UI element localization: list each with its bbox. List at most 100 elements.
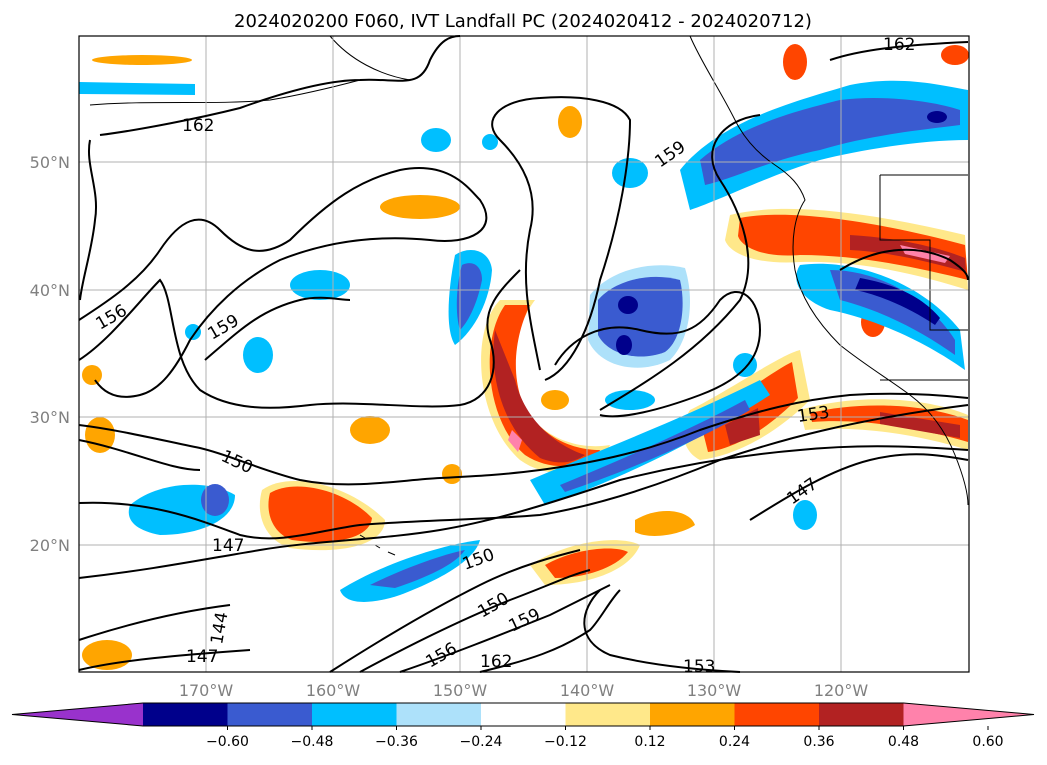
- contour-159-b: [204, 296, 351, 361]
- colorbar-tick-label: −0.24: [460, 734, 503, 750]
- contour-center-loop: [491, 96, 632, 381]
- contour-label-5: 153: [796, 403, 831, 427]
- colorbar-outline: [11, 702, 1035, 727]
- lon-label-150w: 150°W: [433, 681, 488, 700]
- shade-neg-20: [243, 337, 273, 373]
- map-panel: 162 162 159 156 159 153 150 147 147 150 …: [78, 35, 970, 677]
- colorbar-tick-label: 0.48: [888, 734, 919, 750]
- colorbar-segment: [143, 703, 228, 726]
- lon-label-120w: 120°W: [814, 681, 869, 700]
- lon-label-170w: 170°W: [179, 681, 234, 700]
- colorbar-segment: [312, 703, 397, 726]
- colorbar-tick-label: 0.36: [803, 734, 834, 750]
- shade-neg-4: [616, 335, 632, 355]
- contour-159-a: [78, 167, 488, 398]
- contour-153: [78, 404, 969, 540]
- contour-150-west: [78, 439, 201, 471]
- shade-pos-28: [541, 390, 569, 410]
- contour-150-south: [329, 549, 581, 673]
- colorbar-segment: [565, 703, 650, 726]
- shade-pos-19: [635, 510, 695, 536]
- contour-label-1: 162: [182, 116, 214, 136]
- shade-pos-20: [380, 195, 460, 219]
- shade-neg-9: [700, 98, 960, 185]
- map-frame: [78, 35, 970, 673]
- shade-pos-25: [783, 44, 807, 80]
- contour-label-16: 153: [683, 657, 715, 677]
- gridlines: [79, 36, 969, 672]
- contour-label-15: 162: [480, 652, 512, 672]
- colorbar-segment: [734, 703, 819, 726]
- colorbar-tick-label: −0.60: [206, 734, 249, 750]
- shade-neg-21: [421, 128, 451, 152]
- contour-159-ne: [599, 114, 761, 411]
- shade-neg-28: [605, 390, 655, 410]
- colorbar: −0.60 −0.48 −0.36 −0.24 −0.12 0.12 0.24 0.36 0.4…: [11, 702, 1035, 750]
- contour-150: [78, 392, 969, 486]
- shade-neg-2: [598, 276, 683, 357]
- colorbar-tick-label: −0.36: [375, 734, 418, 750]
- shade-pos-24: [558, 106, 582, 138]
- colorbar-segment: [819, 703, 904, 726]
- shade-neg-22: [482, 134, 498, 150]
- shade-neg-16: [370, 550, 465, 588]
- contour-153-se: [583, 589, 741, 673]
- lat-label-20n: 20°N: [30, 536, 70, 555]
- colorbar-tick-label: −0.48: [291, 734, 334, 750]
- shade-pos-26: [941, 45, 969, 65]
- contour-west-edge: [79, 139, 97, 301]
- shade-pos-31: [82, 365, 102, 385]
- colorbar-segment: [227, 703, 312, 726]
- border-states: [879, 175, 968, 331]
- shade-pos-30: [82, 640, 132, 670]
- contour-147: [78, 445, 969, 579]
- contour-153-south: [359, 569, 591, 673]
- shade-pos-3: [493, 330, 585, 463]
- contours: [78, 35, 969, 673]
- latitude-labels: 50°N 40°N 30°N 20°N: [30, 153, 70, 555]
- shade-neg-24: [79, 82, 195, 95]
- lat-label-30n: 30°N: [30, 408, 70, 427]
- contour-159-east: [554, 290, 762, 418]
- colorbar-segment: [903, 703, 1034, 726]
- shade-pos-4: [508, 430, 522, 452]
- colorbar-tick-label: 0.60: [972, 734, 1003, 750]
- shade-neg-27: [185, 324, 201, 340]
- contour-156-south: [399, 584, 611, 673]
- coastline-north-america: [689, 35, 969, 506]
- shade-neg-26: [793, 500, 817, 530]
- shade-neg-14: [201, 484, 229, 516]
- contour-147-east: [749, 453, 969, 521]
- colorbar-tick-label: −0.12: [544, 734, 587, 750]
- shade-neg-3: [618, 296, 638, 314]
- lon-label-130w: 130°W: [687, 681, 742, 700]
- colorbar-segment: [12, 703, 143, 726]
- shade-pos-21: [350, 416, 390, 444]
- shade-neg-10: [927, 111, 947, 123]
- longitude-labels: 170°W 160°W 150°W 140°W 130°W 120°W: [179, 681, 869, 700]
- shade-neg-18: [456, 263, 482, 330]
- contour-162-north: [99, 35, 461, 136]
- shade-pos-14: [880, 412, 960, 438]
- lat-label-50n: 50°N: [30, 153, 70, 172]
- contour-label-0: 162: [883, 35, 915, 55]
- lat-label-40n: 40°N: [30, 281, 70, 300]
- shade-pos-29: [442, 464, 462, 484]
- shade-pos-23: [92, 55, 192, 65]
- contour-144: [78, 604, 231, 641]
- map-title: 2024020200 F060, IVT Landfall PC (202402…: [234, 11, 812, 32]
- contour-label-7: 147: [212, 536, 244, 556]
- contour-162-ne: [829, 41, 969, 61]
- colorbar-segment: [650, 703, 735, 726]
- shade-neg-23: [612, 158, 648, 188]
- colorbar-tick-label: 0.12: [634, 734, 665, 750]
- coastline-alaska: [329, 35, 411, 81]
- contour-label-12: 147: [186, 647, 218, 667]
- colorbar-tick-label: 0.24: [719, 734, 750, 750]
- contour-147-south: [78, 649, 251, 671]
- shade-neg-19: [290, 270, 350, 300]
- colorbar-segment: [396, 703, 481, 726]
- colorbar-segment: [481, 703, 566, 726]
- contour-coast-loop: [839, 248, 969, 281]
